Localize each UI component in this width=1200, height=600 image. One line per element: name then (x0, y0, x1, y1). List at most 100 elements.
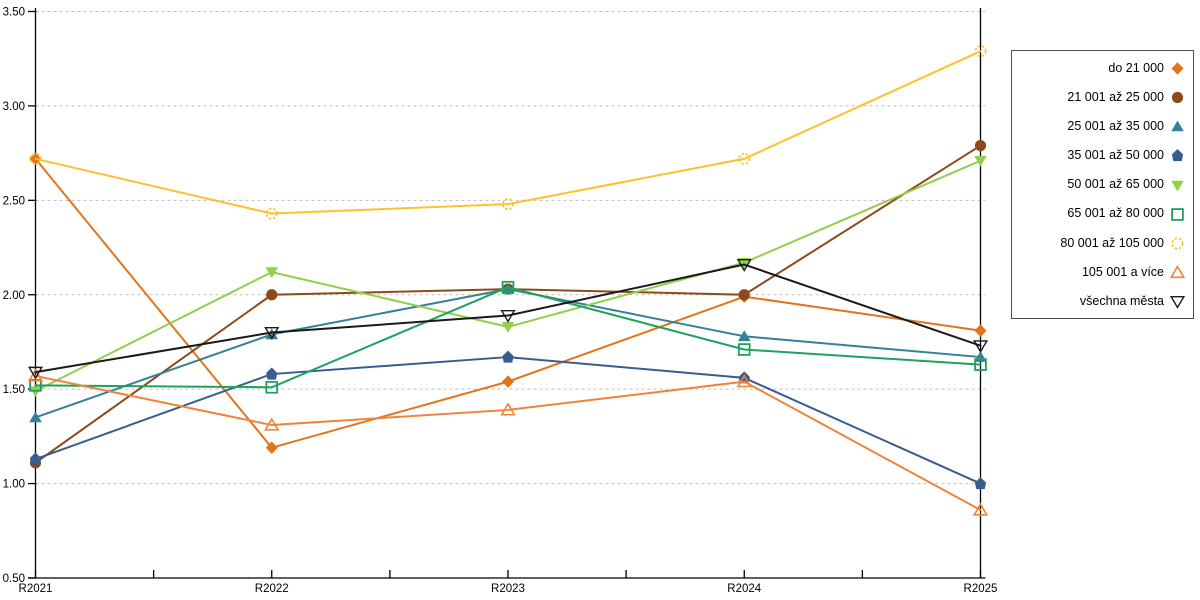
diamond-filled-icon[interactable] (974, 324, 987, 337)
circle-open-dashed-icon[interactable] (265, 207, 278, 220)
series-4 (29, 350, 987, 490)
legend-item-8[interactable]: 105 001 a více (1016, 264, 1186, 280)
legend-item-3[interactable]: 25 001 až 35 000 (1016, 118, 1186, 134)
triangle-down-open-icon[interactable] (264, 327, 280, 340)
legend-item-9[interactable]: všechna města (1016, 293, 1186, 309)
legend-label: 65 001 až 80 000 (1067, 206, 1164, 221)
legend-marker (1171, 149, 1184, 162)
legend-label: 21 001 až 25 000 (1067, 89, 1164, 104)
triangle-down-open-icon[interactable] (736, 259, 752, 272)
legend-marker (1171, 62, 1184, 75)
triangle-down-filled-icon[interactable] (974, 155, 987, 167)
y-axis-tick-label: 1.00 (3, 479, 25, 491)
x-axis-tick-label: R2025 (964, 583, 998, 595)
y-axis-tick-label: 3.00 (3, 101, 25, 113)
legend-item-1[interactable]: do 21 000 (1016, 60, 1186, 76)
series-line (34, 50, 982, 215)
triangle-up-open-icon[interactable] (27, 368, 44, 382)
legend-marker (1171, 237, 1184, 250)
circle-filled-icon[interactable] (738, 289, 750, 301)
legend-label: 25 001 až 35 000 (1067, 119, 1164, 133)
pentagon-filled-icon[interactable] (29, 452, 42, 465)
triangle-up-open-icon (1169, 264, 1186, 278)
series-line (34, 374, 982, 512)
triangle-up-filled-icon[interactable] (737, 330, 751, 342)
legend-item-2[interactable]: 21 001 až 25 000 (1016, 89, 1186, 105)
x-axis-tick-label: R2021 (19, 583, 53, 595)
series-5 (29, 155, 987, 398)
triangle-down-open-icon (1169, 296, 1186, 309)
legend-label: 105 001 a více (1081, 264, 1164, 279)
circle-open-dashed-icon[interactable] (738, 152, 751, 165)
square-open-icon[interactable] (737, 343, 751, 356)
legend-marker (1171, 180, 1184, 191)
triangle-up-filled-icon[interactable] (265, 328, 279, 340)
y-axis-tick-label: 1.50 (3, 384, 25, 396)
legend-marker (1171, 207, 1184, 221)
series-6 (29, 280, 987, 394)
triangle-down-open-icon[interactable] (500, 310, 516, 323)
pentagon-filled-icon[interactable] (266, 367, 278, 380)
legend: do 21 000 21 001 až 25 000 25 001 až 35 00… (1011, 50, 1194, 319)
triangle-up-filled-icon (1171, 120, 1184, 132)
legend-label: 50 001 až 65 000 (1067, 177, 1164, 192)
legend-marker (1171, 92, 1184, 104)
triangle-down-filled-icon (1171, 180, 1184, 191)
legend-label: 35 001 až 50 000 (1067, 148, 1164, 163)
triangle-down-open-icon[interactable] (972, 340, 989, 354)
triangle-up-open-icon[interactable] (972, 502, 989, 516)
circle-filled-icon[interactable] (266, 289, 278, 301)
circle-open-dashed-icon (1171, 237, 1184, 250)
square-open-icon (1171, 207, 1184, 221)
triangle-down-filled-icon[interactable] (737, 257, 751, 269)
pentagon-filled-icon[interactable] (974, 477, 987, 490)
triangle-up-open-icon[interactable] (264, 417, 280, 431)
legend-item-6[interactable]: 65 001 až 80 000 (1016, 206, 1186, 222)
pentagon-filled-icon[interactable] (502, 350, 514, 363)
series-8 (27, 368, 989, 516)
series-2 (29, 139, 987, 469)
legend-marker (1171, 120, 1184, 132)
circle-open-dashed-icon[interactable] (501, 198, 515, 211)
axes: 0.50 1.00 1.50 2.00 2.50 3.00 3.50 R2021 R2022 R2… (3, 7, 998, 596)
square-open-icon[interactable] (974, 358, 987, 371)
diamond-filled-icon[interactable] (502, 375, 514, 388)
diamond-filled-icon (1171, 62, 1184, 75)
series-line (34, 263, 982, 374)
square-open-icon[interactable] (501, 280, 515, 294)
pentagon-filled-icon (1171, 149, 1184, 162)
series-9 (27, 259, 989, 380)
triangle-up-filled-icon[interactable] (501, 283, 515, 294)
series-7 (29, 45, 987, 220)
legend-item-4[interactable]: 35 001 až 50 000 (1016, 147, 1186, 163)
y-axis-tick-label: 2.50 (3, 195, 25, 207)
triangle-down-filled-icon[interactable] (501, 322, 515, 333)
series-line (34, 286, 982, 389)
circle-filled-icon[interactable] (974, 139, 987, 152)
square-open-icon[interactable] (265, 380, 279, 394)
triangle-up-open-icon[interactable] (500, 402, 516, 416)
diamond-filled-icon[interactable] (265, 441, 278, 455)
legend-label: 80 001 až 105 000 (1060, 235, 1164, 250)
gridlines (35, 11, 986, 485)
legend-item-7[interactable]: 80 001 až 105 000 (1016, 235, 1186, 251)
y-axis-tick-label: 2.00 (3, 290, 25, 302)
triangle-down-filled-icon[interactable] (265, 267, 279, 279)
y-axis-tick-label: 3.50 (3, 7, 25, 19)
triangle-up-filled-icon[interactable] (29, 411, 42, 423)
legend-marker (1169, 264, 1186, 278)
y-axis-tick-label: 0.50 (3, 573, 25, 585)
x-axis-tick-label: R2022 (255, 583, 289, 595)
x-axis-tick-label: R2023 (491, 583, 525, 595)
x-axis-tick-label: R2024 (727, 583, 761, 595)
legend-label: do 21 000 (1108, 60, 1164, 75)
legend-item-5[interactable]: 50 001 až 65 000 (1016, 177, 1186, 193)
triangle-up-open-icon[interactable] (736, 374, 752, 388)
circle-open-dashed-icon[interactable] (29, 152, 42, 165)
circle-open-dashed-icon[interactable] (974, 45, 987, 58)
legend-marker (1169, 296, 1186, 309)
legend-label: všechna města (1079, 293, 1164, 308)
triangle-down-open-icon[interactable] (27, 366, 44, 380)
